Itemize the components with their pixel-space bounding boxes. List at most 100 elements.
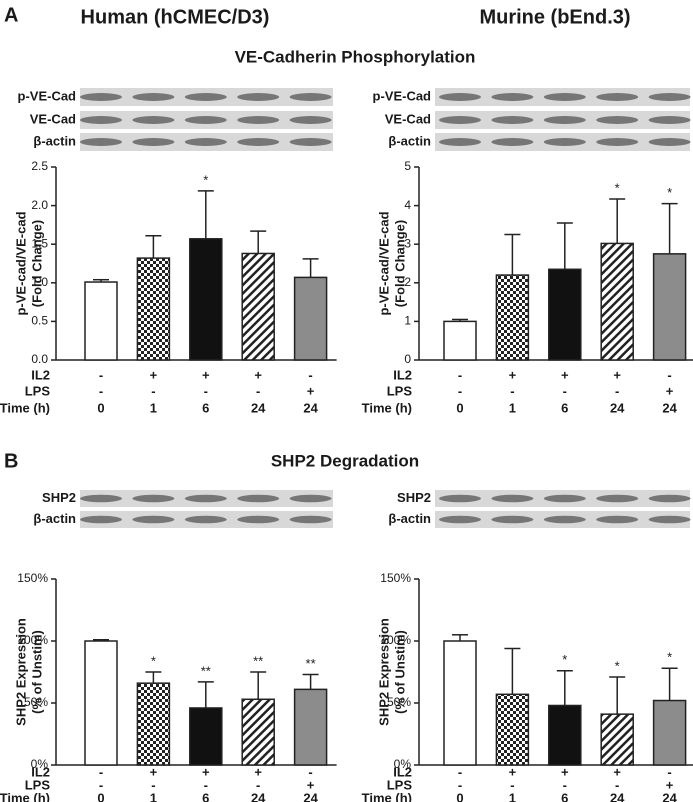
bar xyxy=(84,281,118,361)
blot-band xyxy=(289,116,332,124)
significance: * xyxy=(151,653,156,668)
x-axis-label: Time (h) xyxy=(0,400,50,415)
bar xyxy=(548,268,582,361)
blot-band xyxy=(184,515,227,524)
blot-label: β-actin xyxy=(33,133,76,148)
condition-value: + xyxy=(666,777,674,792)
blot-label: SHP2 xyxy=(42,490,76,505)
significance: * xyxy=(562,652,567,667)
condition-value: - xyxy=(308,367,312,382)
condition-value: - xyxy=(458,367,462,382)
y-tick-label: 0.5 xyxy=(31,314,48,328)
y-axis-label: (Fold Change) xyxy=(29,220,44,307)
y-axis-label: SHP2 Expression xyxy=(376,618,391,726)
condition-label: LPS xyxy=(25,383,51,398)
condition-value: - xyxy=(151,777,155,792)
condition-value: + xyxy=(307,383,315,398)
y-tick-label: 1.5 xyxy=(31,236,48,250)
blot-band xyxy=(80,494,122,503)
blot-label: p-VE-Cad xyxy=(18,88,77,103)
x-tick-label: 0 xyxy=(97,790,104,802)
blot-band xyxy=(596,515,639,524)
blot-band xyxy=(648,138,691,146)
bar xyxy=(293,276,328,361)
bar xyxy=(495,693,530,766)
blot-band xyxy=(289,138,332,146)
condition-label: IL2 xyxy=(31,764,50,779)
blot-band xyxy=(132,116,175,124)
blot-band xyxy=(596,116,639,124)
condition-value: + xyxy=(202,367,210,382)
y-tick-label: 2.0 xyxy=(31,198,48,212)
condition-value: - xyxy=(667,764,671,779)
x-tick-label: 24 xyxy=(610,790,625,802)
x-tick-label: 24 xyxy=(610,400,625,415)
blot-band xyxy=(289,93,332,101)
blot-band xyxy=(491,494,534,503)
condition-label: LPS xyxy=(25,777,51,792)
x-tick-label: 6 xyxy=(561,400,568,415)
x-tick-label: 24 xyxy=(303,400,318,415)
condition-value: + xyxy=(254,764,262,779)
y-axis-label: (Fold Change) xyxy=(392,220,407,307)
blot-label: p-VE-Cad xyxy=(373,88,432,103)
blot-band xyxy=(439,494,481,503)
blot-band xyxy=(491,515,534,524)
condition-value: - xyxy=(458,777,462,792)
blot-band xyxy=(439,515,481,524)
blot-label: VE-Cad xyxy=(30,111,76,126)
y-tick-label: 100% xyxy=(17,633,48,647)
condition-value: - xyxy=(667,367,671,382)
condition-label: IL2 xyxy=(393,764,412,779)
blot-band xyxy=(648,116,691,124)
condition-label: LPS xyxy=(387,777,413,792)
blot-band xyxy=(184,93,227,101)
condition-value: + xyxy=(307,777,315,792)
blot-band xyxy=(132,494,175,503)
condition-value: + xyxy=(561,764,569,779)
bar xyxy=(241,252,275,361)
blot-band xyxy=(237,116,280,124)
blot-band xyxy=(237,515,280,524)
significance: * xyxy=(615,180,620,195)
x-tick-label: 24 xyxy=(303,790,318,802)
y-tick-label: 0% xyxy=(31,757,49,771)
blot-band xyxy=(132,93,175,101)
bar xyxy=(241,698,275,766)
bar xyxy=(600,242,634,361)
x-tick-label: 6 xyxy=(561,790,568,802)
bar xyxy=(293,688,328,766)
bar xyxy=(189,238,223,361)
significance: ** xyxy=(306,656,316,671)
blot-band xyxy=(491,93,534,101)
blot-band xyxy=(237,138,280,146)
blot-band xyxy=(543,93,586,101)
x-axis-label: Time (h) xyxy=(362,400,412,415)
blot-band xyxy=(184,138,227,146)
condition-value: + xyxy=(613,367,621,382)
y-axis-label: (% of Unstim) xyxy=(29,630,44,714)
blot-band xyxy=(648,93,691,101)
significance: ** xyxy=(253,653,263,668)
x-tick-label: 0 xyxy=(97,400,104,415)
x-tick-label: 6 xyxy=(202,790,209,802)
panel-letter: B xyxy=(4,450,18,472)
condition-value: + xyxy=(254,367,262,382)
blot-band xyxy=(648,494,691,503)
blot-band xyxy=(80,515,122,524)
condition-value: - xyxy=(99,383,103,398)
blot-label: β-actin xyxy=(388,133,431,148)
condition-value: - xyxy=(256,777,260,792)
blot-label: β-actin xyxy=(388,511,431,526)
bar xyxy=(652,699,687,766)
y-tick-label: 50% xyxy=(387,695,411,709)
blot-band xyxy=(237,93,280,101)
condition-value: - xyxy=(510,383,514,398)
blot-band xyxy=(491,138,534,146)
condition-value: - xyxy=(563,383,567,398)
x-tick-label: 0 xyxy=(456,790,463,802)
condition-value: + xyxy=(509,367,517,382)
blot-band xyxy=(596,93,639,101)
significance: * xyxy=(203,172,208,187)
